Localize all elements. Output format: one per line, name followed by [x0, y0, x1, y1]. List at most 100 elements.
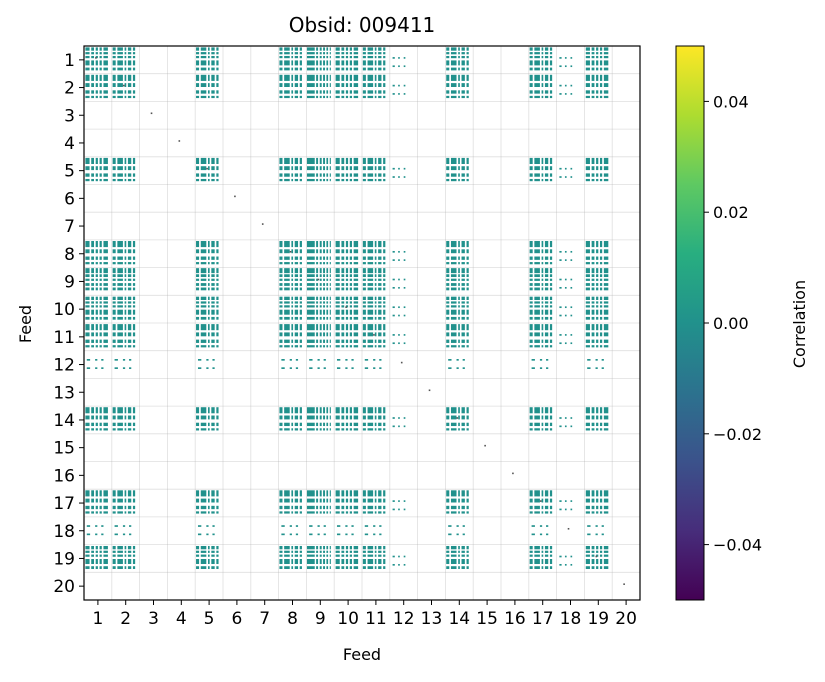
heatmap-cell: [599, 550, 603, 553]
heatmap-cell: [279, 305, 283, 308]
heatmap-cell: [95, 415, 98, 420]
heatmap-cell: [124, 316, 127, 320]
heatmap-cell: [306, 545, 315, 550]
heatmap-cell: [127, 498, 132, 503]
heatmap-cell: [383, 90, 386, 94]
heatmap-cell: [103, 415, 108, 420]
heatmap-cell: [362, 301, 366, 304]
heatmap-cell: [587, 525, 591, 527]
heatmap-cell: [129, 525, 132, 527]
heatmap-cell: [541, 296, 544, 300]
heatmap-cell: [200, 554, 207, 557]
heatmap-cell: [564, 84, 567, 87]
heatmap-cell: [284, 262, 290, 265]
heatmap-cell: [549, 262, 553, 265]
heatmap-cell: [345, 316, 349, 320]
heatmap-cell: [284, 332, 290, 337]
heatmap-cell: [374, 178, 377, 182]
heatmap-cell: [596, 301, 599, 304]
heatmap-cell: [383, 498, 386, 503]
heatmap-cell: [95, 55, 98, 59]
heatmap-cell: [124, 559, 127, 564]
heatmap-cell: [345, 274, 349, 278]
heatmap-cell: [85, 490, 90, 497]
heatmap-cell: [291, 511, 294, 514]
heatmap-cell: [353, 511, 359, 514]
heatmap-cell: [403, 314, 406, 317]
heatmap-cell: [306, 339, 315, 343]
heatmap-cell: [341, 316, 345, 320]
heatmap-cell: [549, 278, 553, 281]
heatmap-cell: [591, 301, 595, 304]
diagonal-marker: [150, 112, 153, 115]
heatmap-cell: [591, 559, 595, 564]
y-tick-label: 3: [64, 106, 75, 126]
heatmap-cell: [291, 47, 294, 51]
heatmap-cell: [549, 95, 553, 99]
heatmap-cell: [461, 511, 465, 514]
heatmap-cell: [99, 249, 102, 254]
heatmap-cell: [544, 178, 549, 182]
heatmap-cell: [374, 309, 377, 315]
heatmap-cell: [85, 324, 90, 331]
heatmap-cell: [378, 415, 382, 420]
heatmap-cell: [448, 533, 452, 536]
heatmap-cell: [91, 166, 95, 171]
heatmap-cell: [403, 259, 406, 261]
heatmap-cell: [326, 422, 329, 427]
heatmap-cell: [306, 498, 315, 503]
heatmap-cell: [378, 305, 382, 308]
heatmap-cell: [127, 278, 132, 281]
heatmap-cell: [362, 339, 366, 343]
heatmap-cell: [279, 178, 283, 182]
heatmap-cell: [103, 74, 108, 81]
heatmap-cell: [446, 301, 450, 304]
heatmap-cell: [207, 332, 210, 337]
heatmap-cell: [207, 511, 210, 514]
heatmap-cell: [591, 278, 595, 281]
heatmap-cell: [544, 278, 549, 281]
heatmap-cell: [279, 296, 283, 300]
heatmap-cell: [345, 407, 349, 414]
heatmap-cell: [341, 249, 345, 254]
heatmap-cell: [95, 359, 98, 361]
heatmap-cell: [544, 505, 549, 510]
heatmap-cell: [534, 287, 540, 291]
heatmap-cell: [196, 305, 200, 308]
heatmap-cell: [216, 268, 219, 274]
heatmap-cell: [211, 262, 215, 265]
heatmap-cell: [345, 52, 349, 55]
heatmap-cell: [458, 559, 460, 564]
heatmap-cell: [200, 74, 207, 81]
heatmap-cell: [319, 283, 322, 286]
heatmap-cell: [458, 47, 460, 51]
heatmap-cell: [349, 262, 352, 265]
heatmap-cell: [196, 324, 200, 331]
heatmap-cell: [461, 301, 465, 304]
heatmap-cell: [85, 332, 90, 337]
heatmap-cell: [349, 559, 352, 564]
heatmap-cell: [349, 256, 352, 260]
heatmap-cell: [529, 278, 533, 281]
heatmap-cell: [544, 256, 549, 260]
heatmap-cell: [466, 316, 469, 320]
heatmap-cell: [345, 550, 349, 553]
heatmap-cell: [345, 278, 349, 281]
heatmap-cell: [329, 305, 331, 308]
heatmap-cell: [596, 554, 599, 557]
heatmap-cell: [534, 249, 540, 254]
heatmap-cell: [591, 422, 595, 427]
heatmap-cell: [99, 296, 102, 300]
colorbar-tick-label: 0.02: [713, 203, 749, 222]
heatmap-cell: [392, 417, 395, 419]
heatmap-cell: [200, 262, 207, 265]
heatmap-cell: [200, 256, 207, 260]
heatmap-cell: [211, 316, 215, 320]
heatmap-cell: [112, 545, 116, 550]
heatmap-cell: [279, 407, 283, 414]
heatmap-cell: [529, 550, 533, 553]
heatmap-cell: [362, 173, 366, 177]
heatmap-cell: [549, 256, 553, 260]
heatmap-cell: [599, 511, 603, 514]
heatmap-cell: [461, 52, 465, 55]
